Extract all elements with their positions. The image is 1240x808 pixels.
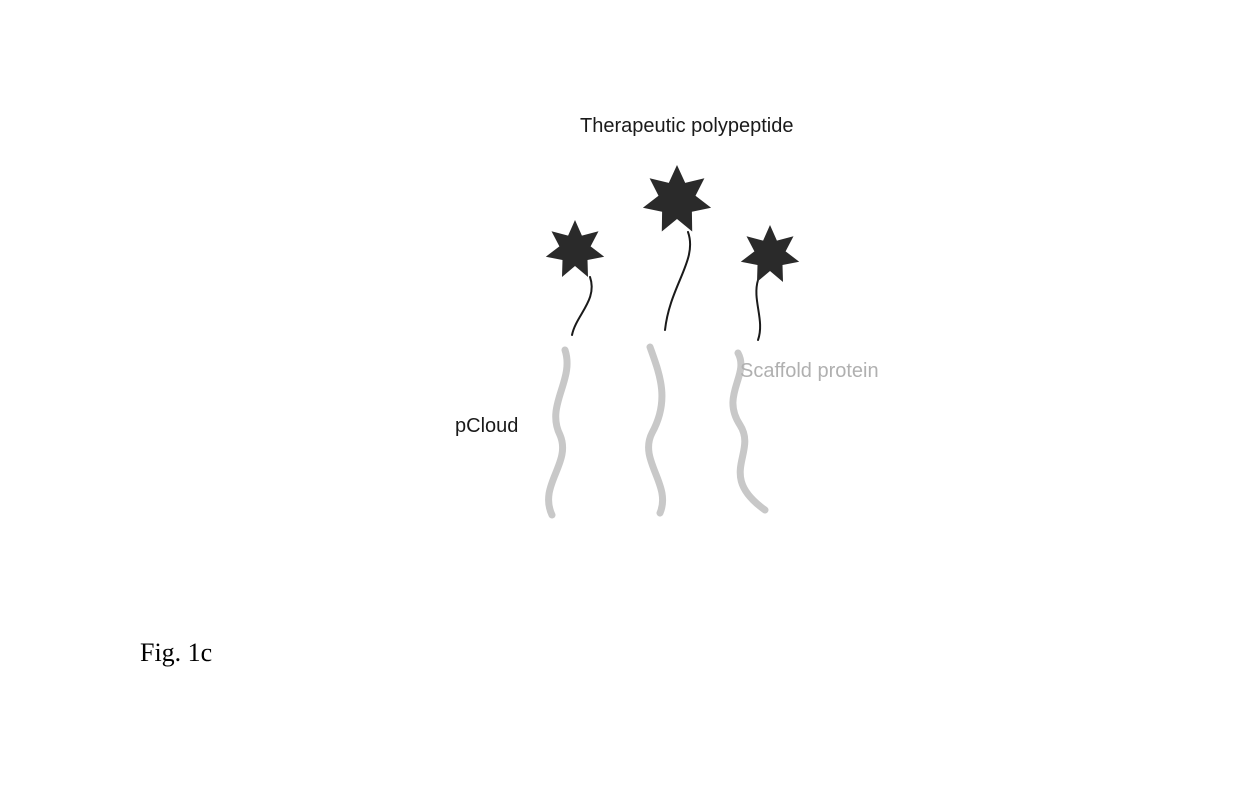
linker-line bbox=[756, 280, 760, 340]
label-scaffold-protein: Scaffold protein bbox=[740, 360, 879, 383]
figure-caption: Fig. 1c bbox=[140, 638, 212, 668]
linker-line bbox=[572, 277, 592, 335]
diagram-svg bbox=[320, 115, 920, 535]
scaffold-lines bbox=[549, 347, 765, 515]
linker-line bbox=[665, 232, 690, 330]
linker-lines bbox=[572, 232, 760, 340]
scaffold-line bbox=[549, 350, 568, 515]
therapeutic-star-icon bbox=[546, 220, 604, 277]
diagram-container: Therapeutic polypeptide pCloud Scaffold … bbox=[320, 115, 920, 535]
label-therapeutic-polypeptide: Therapeutic polypeptide bbox=[580, 115, 793, 138]
therapeutic-star-icon bbox=[741, 225, 799, 282]
therapeutic-star-icon bbox=[643, 165, 711, 232]
therapeutic-stars bbox=[546, 165, 799, 282]
label-pcloud: pCloud bbox=[455, 415, 518, 438]
scaffold-line bbox=[649, 347, 663, 513]
